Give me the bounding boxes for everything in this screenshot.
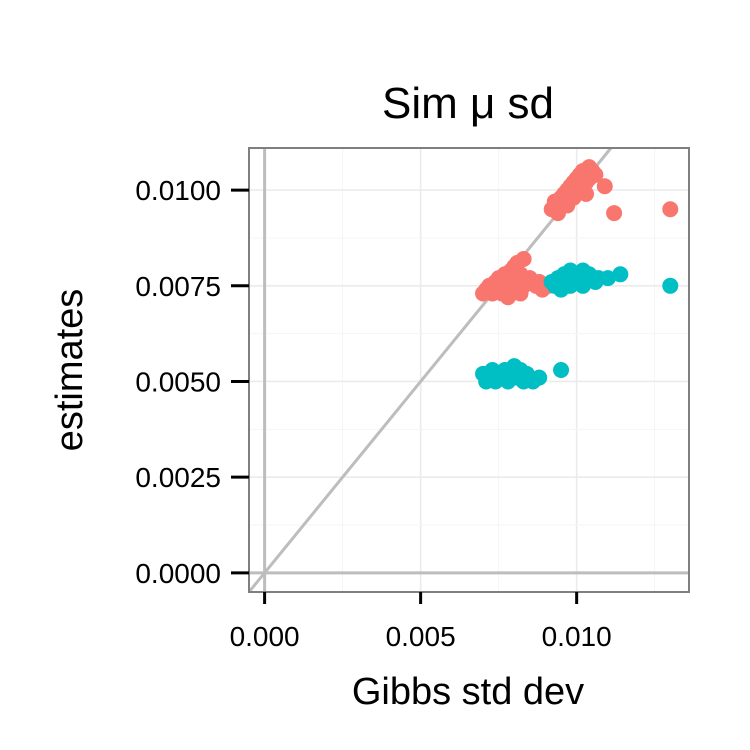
y-tick-label: 0.0100 <box>135 175 221 206</box>
data-point-series-2 <box>531 369 548 386</box>
data-point-series-2 <box>662 277 679 294</box>
data-point-series-1 <box>515 251 532 267</box>
data-point-series-2 <box>612 266 629 283</box>
data-point-series-1 <box>556 193 573 210</box>
y-tick-label: 0.0075 <box>135 271 221 302</box>
y-axis-label: estimates <box>49 289 91 452</box>
x-tick-label: 0.000 <box>230 621 300 652</box>
data-point-series-1 <box>606 205 623 222</box>
y-tick-label: 0.0050 <box>135 366 221 397</box>
chart-title: Sim μ sd <box>382 79 554 128</box>
data-point-series-1 <box>587 166 604 183</box>
grid-lines <box>249 148 689 592</box>
data-point-series-1 <box>596 178 613 195</box>
x-axis-label: Gibbs std dev <box>352 671 584 713</box>
data-point-series-2 <box>553 362 570 378</box>
x-tick-label: 0.005 <box>386 621 456 652</box>
data-point-series-1 <box>574 170 591 187</box>
data-points <box>475 159 679 390</box>
x-tick-label: 0.010 <box>542 621 612 652</box>
panel-border <box>248 147 690 593</box>
data-point-series-2 <box>574 277 591 294</box>
plot-panel <box>247 147 690 593</box>
reference-line-identity <box>247 147 613 593</box>
data-point-series-1 <box>578 185 595 202</box>
data-point-series-1 <box>509 277 526 294</box>
panel-background <box>249 148 689 592</box>
data-point-series-2 <box>556 273 573 290</box>
data-point-series-1 <box>662 201 679 218</box>
y-tick-label: 0.0025 <box>135 462 221 493</box>
data-point-series-2 <box>599 270 616 287</box>
data-point-series-1 <box>493 285 510 302</box>
x-axis: 0.000 0.005 0.010 <box>230 592 612 652</box>
reference-lines <box>247 147 689 593</box>
y-tick-label: 0.0000 <box>135 558 221 589</box>
y-axis: 0.0000 0.0025 0.0050 0.0075 0.0100 <box>135 175 249 589</box>
